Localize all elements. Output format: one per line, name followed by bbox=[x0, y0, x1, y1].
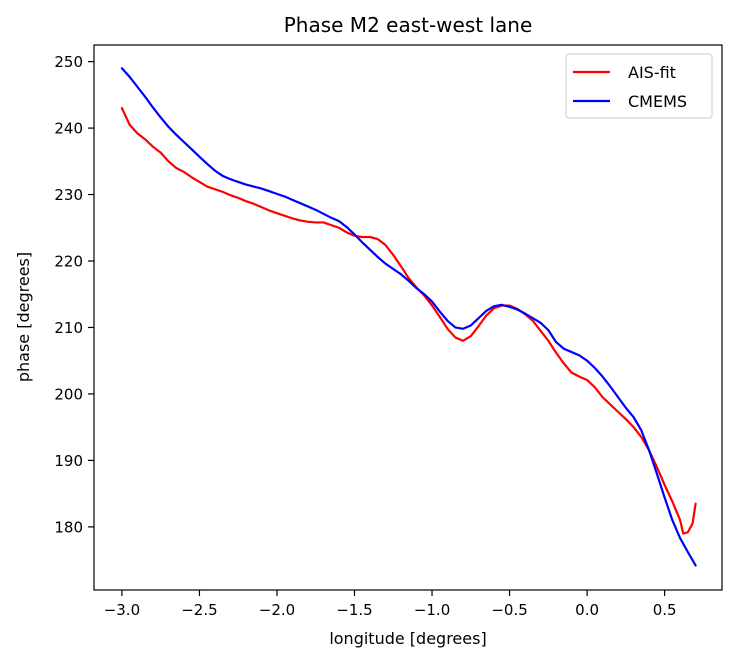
chart-title: Phase M2 east-west lane bbox=[284, 13, 533, 37]
x-tick-label: −3.0 bbox=[104, 601, 140, 619]
x-tick-label: −1.0 bbox=[414, 601, 450, 619]
y-tick-label: 230 bbox=[54, 186, 83, 204]
axes-frame bbox=[93, 44, 723, 591]
x-tick-label: −0.5 bbox=[491, 601, 527, 619]
y-tick-label: 190 bbox=[54, 452, 83, 470]
x-tick-label: 0.5 bbox=[653, 601, 677, 619]
y-axis: 180 190 200 210 220 230 240 250 bbox=[54, 53, 94, 536]
x-tick-label: −2.5 bbox=[181, 601, 217, 619]
x-axis-label: longitude [degrees] bbox=[329, 629, 486, 648]
y-tick-label: 240 bbox=[54, 120, 83, 138]
series-line-ais-fit bbox=[120, 107, 697, 535]
x-tick-label: 0.0 bbox=[575, 601, 599, 619]
y-axis-label: phase [degrees] bbox=[14, 252, 33, 382]
legend-label: CMEMS bbox=[628, 92, 687, 111]
y-tick-label: 210 bbox=[54, 319, 83, 337]
x-tick-label: −2.0 bbox=[259, 601, 295, 619]
y-tick-label: 250 bbox=[54, 53, 83, 71]
legend: AIS-fit CMEMS bbox=[565, 53, 713, 119]
y-tick-label: 200 bbox=[54, 385, 83, 403]
series-line-cmems bbox=[120, 67, 697, 567]
x-tick-label: −1.5 bbox=[336, 601, 372, 619]
plot-area bbox=[120, 67, 697, 567]
x-axis: −3.0 −2.5 −2.0 −1.5 −1.0 −0.5 0.0 0.5 bbox=[104, 590, 677, 619]
y-tick-label: 180 bbox=[54, 518, 83, 536]
legend-label: AIS-fit bbox=[628, 63, 676, 82]
y-tick-label: 220 bbox=[54, 253, 83, 271]
